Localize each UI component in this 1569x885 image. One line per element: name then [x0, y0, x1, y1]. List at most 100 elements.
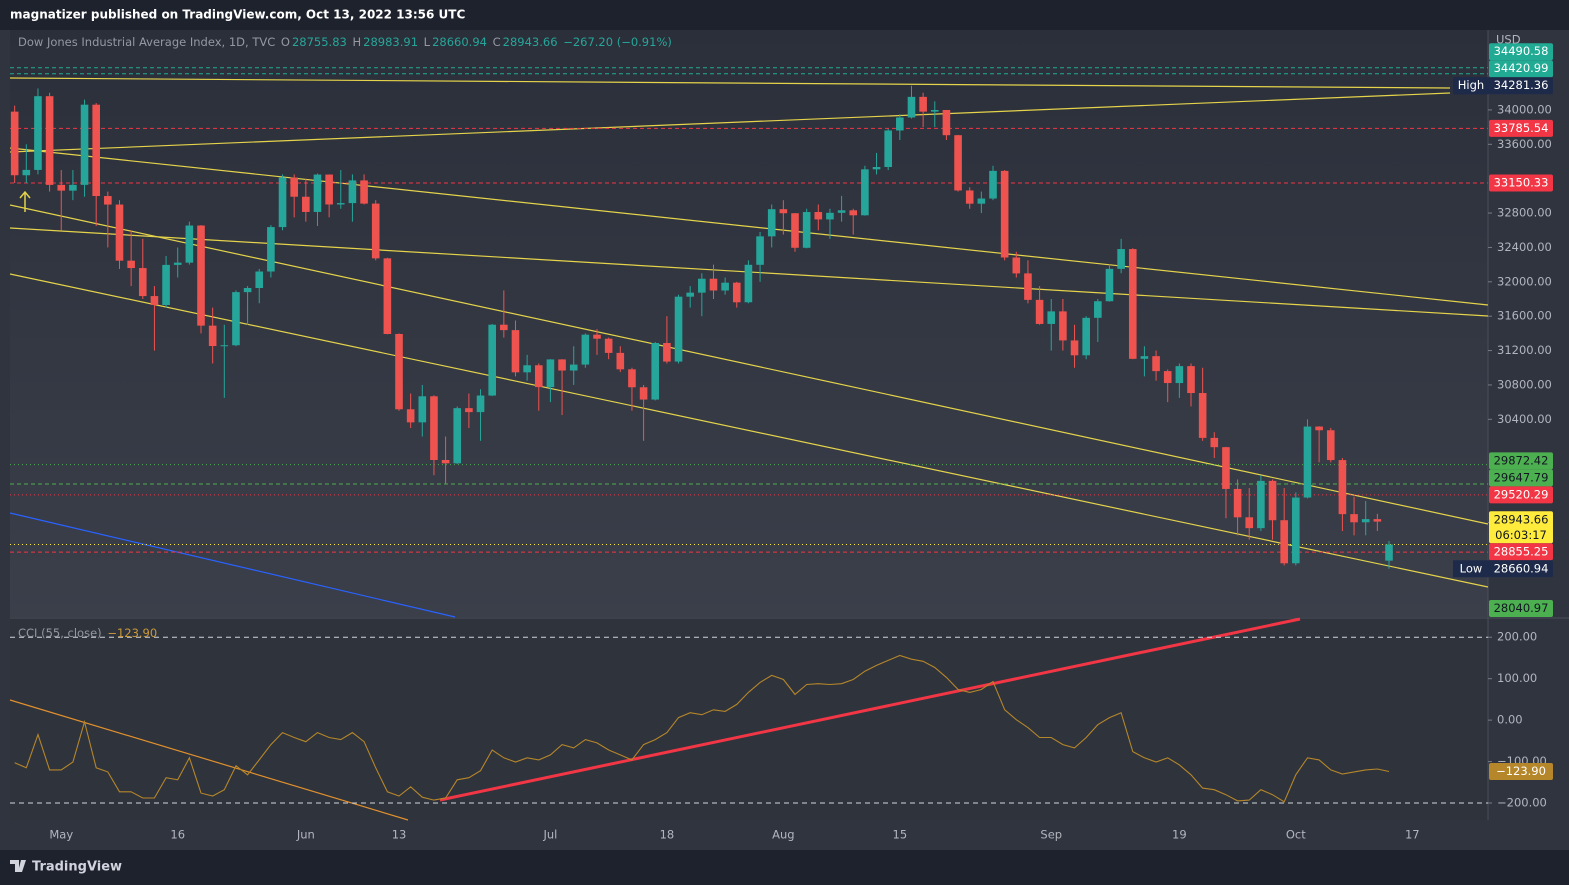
- x-tick-label: Sep: [1040, 828, 1062, 842]
- x-tick-label: Jun: [296, 828, 315, 842]
- y-tick-label: 200.00: [1497, 630, 1537, 644]
- arrow-marker: [19, 190, 31, 212]
- change: −267.20 (−0.91%): [563, 35, 672, 49]
- cci-trend-line: [439, 617, 1301, 802]
- trend-line: [9, 273, 1489, 588]
- cci-value-box: [1489, 762, 1553, 780]
- candle-body: [465, 408, 473, 413]
- candle-body: [173, 262, 182, 265]
- cci-legend: CCI (55, close) −123.90: [18, 626, 159, 640]
- candle-body: [989, 170, 997, 199]
- candle-body: [849, 210, 858, 216]
- candle-body: [104, 196, 112, 205]
- x-tick-label: Jul: [542, 828, 557, 842]
- candle-body: [336, 203, 345, 205]
- x-tick-label: 15: [893, 828, 908, 842]
- candle-body: [150, 296, 159, 306]
- candle-body: [430, 396, 438, 460]
- candle-body: [802, 212, 811, 248]
- candle-body: [243, 288, 252, 293]
- x-tick-label: May: [49, 828, 73, 842]
- candle-body: [80, 104, 89, 185]
- y-tick-label: 0.00: [1497, 713, 1523, 727]
- candle-body: [546, 359, 555, 388]
- candle-body: [732, 282, 741, 303]
- price-label: 33150.33: [1494, 175, 1549, 189]
- candle-body: [942, 110, 951, 136]
- price-label-box: [1489, 486, 1553, 504]
- candle-body: [360, 180, 368, 204]
- candle-body: [721, 282, 729, 291]
- candle-body: [604, 338, 613, 353]
- candle-body: [907, 96, 916, 118]
- candle-body: [1385, 544, 1393, 561]
- candle-body: [1280, 520, 1288, 564]
- cci-line: [14, 654, 1390, 803]
- ohlc-value: 28755.83: [291, 35, 347, 49]
- candle-body: [1105, 268, 1114, 302]
- candle-body: [1245, 517, 1254, 529]
- candle-body: [208, 325, 217, 347]
- candle-body: [1222, 447, 1230, 489]
- candle-body: [406, 409, 415, 423]
- candle-body: [1361, 519, 1370, 523]
- candle-body: [837, 210, 846, 213]
- candle-body: [1257, 480, 1265, 529]
- candle-body: [395, 333, 403, 410]
- price-label-box: [1489, 560, 1553, 578]
- candle-body: [1059, 311, 1067, 341]
- candle-body: [383, 258, 392, 334]
- trend-line: [9, 147, 1489, 306]
- candle-body: [348, 180, 357, 204]
- price-label: 29872.42: [1494, 453, 1549, 467]
- countdown-label: 06:03:17: [1495, 528, 1547, 542]
- price-label: 33785.54: [1494, 121, 1549, 135]
- candle-body: [1070, 340, 1079, 356]
- price-label-box: [1489, 43, 1553, 61]
- candle-body: [127, 260, 135, 269]
- candle-body: [814, 212, 823, 220]
- price-label: 28040.97: [1494, 601, 1549, 615]
- candle-body: [872, 166, 881, 170]
- y-tick-label: 32800.00: [1497, 206, 1552, 220]
- candle-body: [45, 96, 54, 185]
- cci-current: −123.90: [107, 626, 158, 640]
- candle-body: [558, 359, 566, 371]
- candle-body: [919, 96, 927, 112]
- currency-label: USD: [1496, 33, 1521, 47]
- candle-body: [1326, 430, 1335, 461]
- candle-body: [756, 236, 764, 265]
- ohlc-prefix: O: [280, 35, 290, 49]
- candle-body: [418, 396, 427, 423]
- y-tick-label: −200.00: [1497, 796, 1547, 810]
- candle-body: [325, 174, 333, 205]
- x-tick-label: Oct: [1286, 828, 1306, 842]
- trend-line: [9, 512, 456, 618]
- ohlc-value: 28983.91: [363, 35, 419, 49]
- price-label: 29647.79: [1494, 470, 1549, 484]
- price-tag-box: [1453, 77, 1489, 95]
- candle-body: [69, 184, 77, 191]
- price-legend: Dow Jones Industrial Average Index, 1D, …: [18, 35, 674, 49]
- candle-body: [1175, 366, 1184, 384]
- candle-body: [232, 292, 240, 346]
- candle-body: [197, 225, 205, 326]
- ohlc-prefix: C: [492, 35, 501, 49]
- candle-body: [255, 271, 264, 289]
- candle-body: [162, 264, 170, 306]
- trend-line: [9, 92, 1451, 153]
- candle-body: [639, 387, 648, 400]
- candle-body: [57, 184, 66, 191]
- publish-header: magnatizer published on TradingView.com,…: [10, 8, 465, 22]
- candle-body: [1163, 371, 1172, 384]
- price-tag: High: [1458, 78, 1484, 92]
- candle-body: [1152, 356, 1160, 372]
- price-pane: [10, 30, 1488, 617]
- y-tick-label: 31200.00: [1497, 343, 1552, 357]
- candle-body: [115, 204, 124, 261]
- candle-body: [453, 408, 462, 464]
- candle-body: [861, 169, 869, 216]
- x-tick-label: 16: [170, 828, 185, 842]
